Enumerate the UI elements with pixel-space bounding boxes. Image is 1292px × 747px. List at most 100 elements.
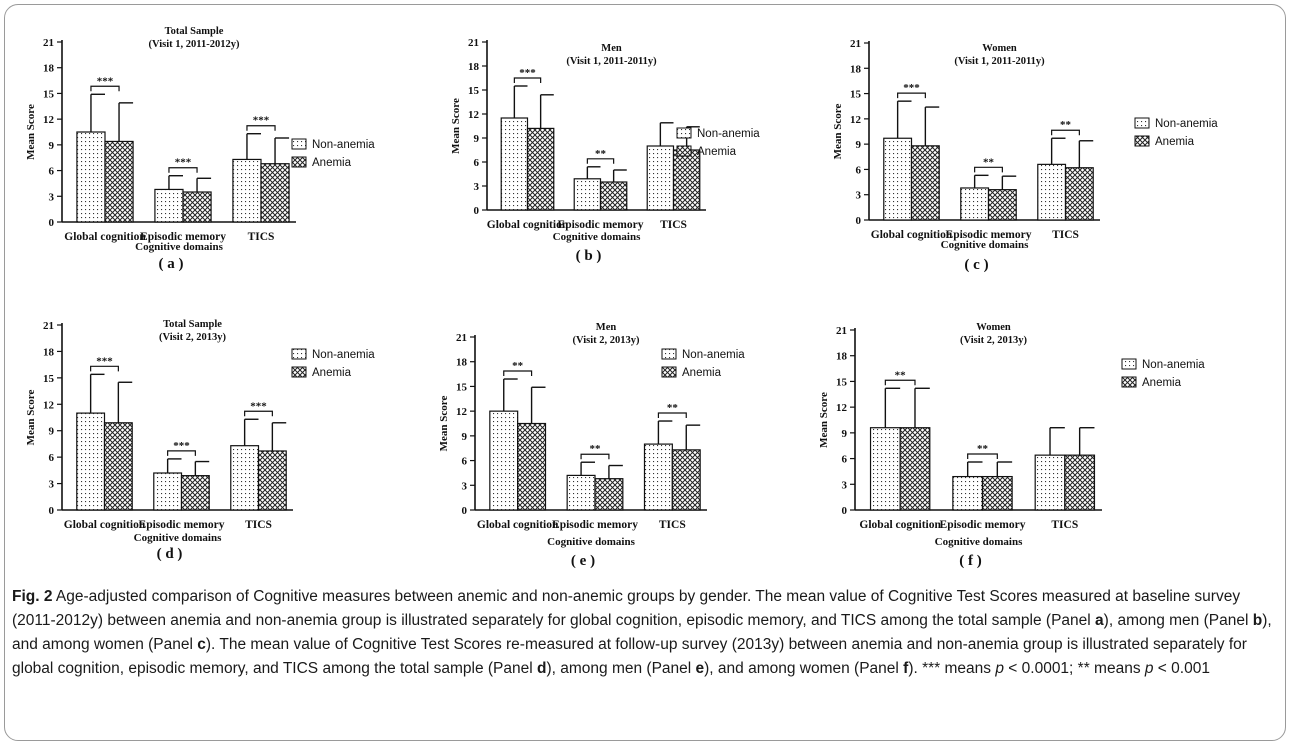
bar-non-anemia [1037, 163, 1067, 221]
legend-label: Non-anemia [697, 128, 760, 140]
bar-non-anemia [869, 427, 901, 511]
chart-panel-c: Women (Visit 1, 2011-2011y) 0 3 6 9 12 15 18 21 Me… [832, 38, 1218, 273]
legend-label: Anemia [1142, 377, 1182, 389]
caption-part: ). The mean value of Cognitive Test Scor… [12, 636, 1247, 677]
caption-part: a [1095, 612, 1104, 629]
x-tick-label: TICS [659, 519, 686, 531]
chart-panel-f: Women (Visit 2, 2013y) 0 3 6 9 12 15 18 21 Mean Sc… [818, 322, 1205, 569]
significance-label: *** [96, 355, 113, 367]
bar-non-anemia [573, 178, 602, 211]
significance-label: ** [512, 360, 524, 372]
y-tick-label: 0 [474, 205, 480, 217]
y-tick-label: 3 [462, 480, 468, 492]
caption-part: c [197, 636, 206, 653]
bar-anemia [103, 422, 133, 511]
figure-caption: Fig. 2 Age-adjusted comparison of Cognit… [12, 585, 1274, 681]
bar-anemia [526, 127, 555, 211]
y-tick-label: 18 [836, 351, 848, 363]
significance-label: *** [519, 67, 536, 79]
bar-anemia [910, 145, 940, 221]
bar-non-anemia [500, 117, 529, 211]
bar-anemia [257, 450, 287, 511]
y-tick-label: 15 [43, 373, 55, 385]
bar-non-anemia [643, 443, 673, 511]
x-axis-label: Cognitive domains [547, 536, 635, 548]
x-tick-label: TICS [1051, 519, 1078, 531]
chart-title: Women [982, 43, 1017, 54]
caption-part: ), among men (Panel [1103, 612, 1253, 629]
legend-label: Non-anemia [682, 349, 745, 361]
x-axis-label: Cognitive domains [941, 239, 1029, 251]
legend-swatch [676, 145, 692, 157]
x-tick-label: Global cognition [871, 229, 953, 241]
legend-label: Anemia [312, 367, 352, 379]
y-tick-label: 9 [49, 426, 55, 438]
significance-bracket [513, 77, 542, 83]
y-tick-label: 12 [43, 399, 55, 411]
y-axis-label: Mean Score [450, 98, 462, 154]
bar-anemia [981, 475, 1013, 511]
y-tick-label: 21 [836, 325, 847, 337]
y-tick-label: 0 [856, 215, 862, 227]
caption-part: e [695, 660, 705, 677]
x-tick-label: Episodic memory [552, 519, 638, 531]
x-tick-label: Global cognition [64, 231, 146, 243]
x-tick-label: Episodic memory [139, 519, 225, 531]
y-tick-label: 18 [850, 63, 862, 75]
x-tick-label: Global cognition [859, 519, 941, 531]
chart-title: (Visit 2, 2013y) [573, 335, 640, 346]
legend-swatch [1134, 117, 1150, 129]
x-tick-label: Global cognition [487, 219, 569, 231]
significance-bracket [244, 410, 273, 417]
y-tick-label: 15 [468, 85, 480, 97]
legend-swatch [291, 138, 307, 150]
legend-label: Anemia [1155, 136, 1195, 148]
caption-part: ). *** means [908, 660, 996, 677]
y-tick-label: 12 [850, 114, 862, 126]
y-tick-label: 21 [43, 320, 54, 332]
x-tick-label: TICS [1052, 229, 1079, 241]
x-tick-label: Episodic memory [558, 219, 644, 231]
chart-panel-b: Men (Visit 1, 2011-2011y) 0 3 6 9 12 15 18 21 Mean… [450, 37, 760, 264]
caption-part: p [1144, 660, 1154, 677]
caption-part: < 0.0001; ** means [1003, 660, 1145, 677]
x-tick-label: Global cognition [64, 519, 146, 531]
chart-panel-d: Total Sample (Visit 2, 2013y) 0 3 6 9 12 15 18 21… [25, 319, 375, 562]
y-tick-label: 18 [43, 346, 55, 358]
bar-non-anemia [76, 412, 106, 511]
y-tick-label: 0 [842, 505, 848, 517]
bar-anemia [594, 478, 624, 511]
significance-bracket [168, 167, 198, 173]
legend-swatch [291, 156, 307, 168]
legend-label: Non-anemia [1142, 359, 1205, 371]
significance-bracket [657, 412, 687, 419]
bar-anemia [104, 140, 134, 223]
panel-label: ( e ) [571, 553, 595, 569]
y-tick-label: 15 [456, 381, 468, 393]
y-tick-label: 21 [850, 38, 861, 50]
panel-label: ( c ) [964, 257, 988, 273]
legend-label: Non-anemia [1155, 118, 1218, 130]
y-tick-label: 3 [49, 191, 55, 203]
chart-title: Total Sample [163, 319, 222, 330]
significance-label: *** [173, 440, 190, 452]
y-tick-label: 0 [462, 505, 468, 517]
caption-part: ), among men (Panel [546, 660, 696, 677]
significance-bracket [90, 365, 119, 372]
y-tick-label: 6 [842, 454, 848, 466]
y-axis-label: Mean Score [832, 104, 844, 160]
y-tick-label: 15 [43, 88, 55, 100]
caption-part: b [1252, 612, 1263, 629]
bar-anemia [671, 449, 701, 511]
chart-title: (Visit 1, 2011-2012y) [149, 39, 240, 50]
significance-label: *** [253, 115, 270, 127]
significance-bracket [580, 453, 610, 460]
y-tick-label: 0 [49, 505, 55, 517]
figure-label: Fig. 2 [12, 588, 53, 605]
y-tick-label: 15 [836, 376, 848, 388]
y-tick-label: 12 [836, 402, 848, 414]
significance-bracket [974, 166, 1003, 173]
chart-title: (Visit 1, 2011-2011y) [566, 56, 657, 67]
significance-label: ** [977, 443, 989, 455]
significance-label: ** [1060, 119, 1072, 131]
